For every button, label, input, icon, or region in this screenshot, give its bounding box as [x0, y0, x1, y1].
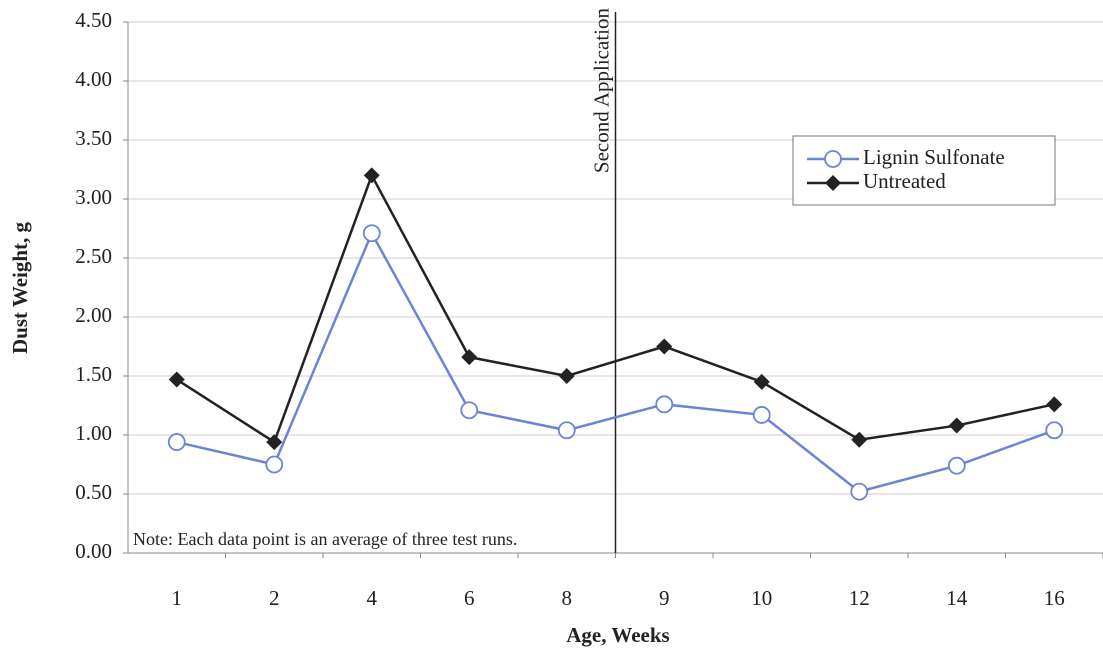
y-tick-label: 3.50: [75, 126, 112, 150]
point: [363, 167, 380, 184]
y-tick-label: 0.50: [75, 480, 112, 504]
x-tick-label: 12: [849, 586, 870, 610]
y-tick-label: 4.00: [75, 67, 112, 91]
event-label: Second Application: [589, 8, 613, 174]
point: [825, 175, 841, 191]
point: [851, 431, 868, 448]
point: [824, 150, 842, 168]
legend-label: Lignin Sulfonate: [863, 145, 1005, 169]
point: [460, 401, 479, 420]
point: [558, 368, 575, 384]
point: [266, 434, 283, 451]
y-tick-label: 2.50: [75, 244, 112, 268]
x-tick-label: 1: [172, 586, 183, 610]
point: [850, 482, 869, 501]
point: [948, 417, 965, 434]
point: [1046, 396, 1063, 413]
point: [655, 395, 674, 414]
x-tick-label: 6: [464, 586, 475, 610]
x-tick-label: 9: [659, 586, 670, 610]
point: [167, 433, 186, 451]
x-tick-label: 8: [562, 586, 573, 610]
point: [656, 338, 673, 355]
point: [1045, 421, 1064, 440]
point: [947, 456, 966, 475]
point: [362, 224, 381, 243]
y-tick-label: 2.00: [75, 303, 112, 327]
y-tick-label: 3.00: [75, 185, 112, 209]
legend-label: Untreated: [863, 169, 946, 193]
y-tick-label: 1.00: [75, 421, 112, 445]
x-tick-label: 10: [751, 586, 772, 610]
point: [168, 371, 185, 388]
legend-box: [792, 135, 1056, 206]
point: [461, 349, 478, 366]
y-tick-label: 4.50: [75, 8, 112, 32]
x-tick-label: 4: [367, 586, 378, 610]
x-axis-title: Age, Weeks: [566, 623, 669, 647]
x-tick-label: 14: [946, 586, 968, 610]
y-tick-label: 0.00: [75, 539, 112, 563]
y-tick-label: 1.50: [75, 362, 112, 386]
point: [265, 455, 284, 474]
point: [753, 373, 770, 390]
point: [557, 421, 576, 440]
x-tick-label: 2: [269, 586, 280, 610]
x-tick-label: 16: [1044, 586, 1065, 610]
series-line: [176, 230, 1055, 494]
note: Note: Each data point is an average of t…: [133, 529, 517, 549]
series-line: [176, 172, 1055, 444]
point: [752, 406, 771, 424]
y-axis-title: Dust Weight, g: [8, 221, 32, 354]
